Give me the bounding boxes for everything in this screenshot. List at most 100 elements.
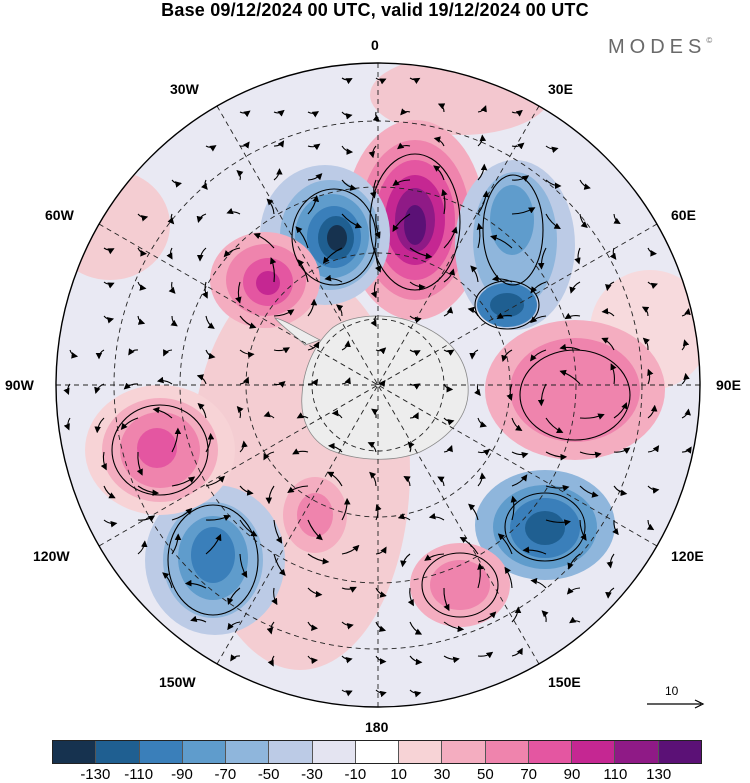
wind-vector [605,281,615,292]
wind-vector [545,451,568,461]
wind-vector [375,546,387,555]
wind-vector [409,412,419,420]
wind-vector [613,485,628,497]
wind-vector [103,315,115,324]
wind-vector [443,268,456,283]
wind-vector [205,533,222,555]
wind-vector [537,247,547,270]
lon-label-90e: 90E [716,377,741,393]
wind-vector [236,405,244,419]
wind-vector [441,188,448,215]
anomaly-west-positive [210,232,320,328]
wind-vector [341,179,357,191]
wind-vector [559,343,581,351]
wind-vector [579,413,605,420]
wind-vector [477,449,491,456]
wind-vector [530,315,547,324]
wind-vector [163,349,173,357]
wind-vector [569,616,581,624]
wind-vector [375,503,382,521]
wind-vector [424,553,445,561]
wind-vector [236,169,244,181]
wind-vector [152,406,173,419]
wind-vector [341,544,360,555]
wind-vector [477,417,487,428]
anomaly-positive-west [56,170,170,280]
colorbar-tick-label: 30 [433,766,451,783]
wind-vector [171,179,182,188]
anomaly-southwest-positive [283,477,347,553]
wind-vector [226,207,241,215]
wind-vector [545,484,570,492]
wind-vector [605,587,615,599]
wind-vector [443,621,465,633]
wind-vector [196,247,207,262]
wind-vector [477,190,490,215]
wind-vector [579,213,588,229]
wind-vector [375,587,387,598]
colorbar-swatch [399,741,443,763]
wind-vector [579,451,602,459]
wind-vector [170,315,178,327]
wind-vector [477,611,497,623]
wind-vector [433,136,445,147]
wind-vector [501,349,513,362]
wind-vector [331,409,343,419]
wind-vector [324,274,343,283]
wind-vector [94,417,105,434]
wind-vector [307,341,320,351]
lon-label-60w: 60W [45,207,74,223]
wind-vector [647,445,660,453]
wind-vector [196,213,207,223]
wind-vector [569,281,581,294]
wind-vector [230,654,241,662]
wind-vector [530,349,547,362]
lon-label-180: 180 [365,719,389,735]
wind-vector [369,179,377,199]
wind-vector [190,615,207,623]
wind-vector [397,513,411,521]
wind-vector [341,111,353,120]
wind-vector [510,495,518,521]
wind-vector [201,179,208,190]
wind-vector [375,77,387,85]
wind-vector [375,347,387,355]
wind-vector [506,383,513,401]
colorbar-swatch [182,741,227,763]
wind-vector [156,376,173,385]
wind-vector [307,621,318,631]
colorbar-tick-label: 70 [520,766,537,783]
wind-vector [579,485,599,498]
wind-vector [103,281,115,289]
colorbar-swatch [528,741,573,763]
reference-vector: 10 [645,684,705,714]
wind-vector [511,474,528,487]
wind-vector [375,655,387,665]
map-title: Base 09/12/2024 00 UTC, valid 19/12/2024… [161,0,589,20]
anomaly-south-positive [410,543,510,627]
wind-vector [336,304,344,317]
wind-vector [69,349,79,359]
wind-vector [287,485,309,494]
wind-vector [468,503,479,521]
wind-vector [120,417,139,430]
wind-vector [307,298,318,317]
wind-vector [341,689,353,697]
wind-vector [375,621,387,632]
antarctic-peninsula [274,317,322,346]
wind-vector [467,306,479,317]
wind-vector [205,349,216,360]
antarctica-landmass [301,315,469,460]
wind-vector [566,587,581,595]
wind-vector [239,485,254,496]
wind-vector [205,432,215,453]
wind-vector [341,340,351,351]
wind-vector [137,247,147,257]
wind-vector [273,380,286,388]
lon-label-120e: 120E [671,548,704,564]
wind-vector [477,562,484,589]
wind-vector [443,383,454,393]
wind-vector [409,281,426,291]
wind-vector [341,655,353,664]
